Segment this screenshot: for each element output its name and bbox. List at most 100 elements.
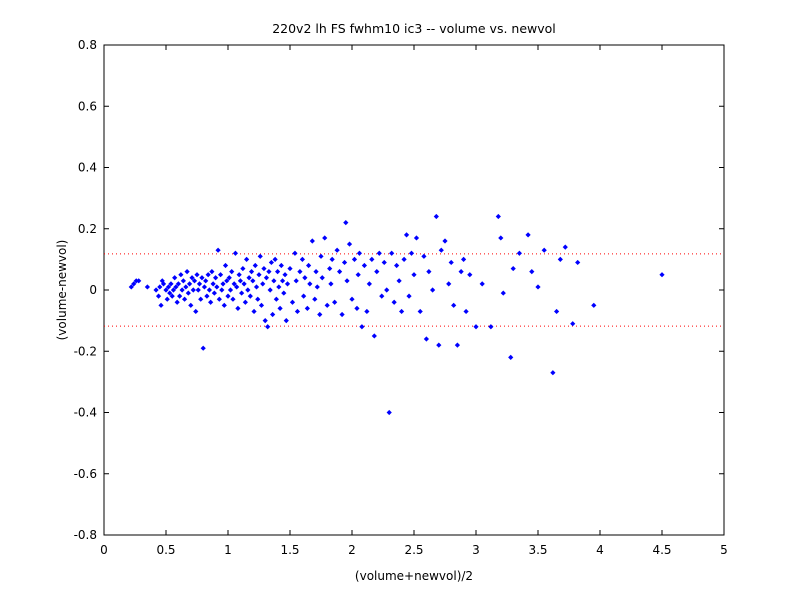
data-point [250, 278, 256, 284]
data-point [389, 250, 395, 256]
data-point [262, 318, 268, 324]
data-point [253, 284, 260, 290]
x-tick-label: 5 [720, 543, 728, 557]
y-tick-label: 0.6 [78, 99, 97, 113]
data-point [219, 287, 225, 293]
data-point [401, 256, 407, 262]
data-point [423, 336, 429, 342]
data-point [488, 324, 494, 330]
data-point [458, 269, 464, 275]
x-tick-label: 3.5 [528, 543, 547, 557]
data-point [244, 256, 250, 262]
x-tick-label: 0 [100, 543, 108, 557]
data-point [495, 213, 501, 220]
data-point [173, 284, 179, 290]
data-point [180, 278, 186, 284]
data-point [221, 302, 227, 308]
data-point [201, 284, 208, 290]
x-tick-label: 1 [224, 543, 232, 557]
data-point [327, 265, 333, 272]
data-point [245, 287, 251, 293]
data-point [186, 281, 193, 287]
data-point [306, 262, 312, 269]
data-point [417, 308, 423, 315]
data-point [366, 281, 372, 287]
data-point [189, 275, 195, 281]
data-point [191, 278, 198, 284]
data-point [222, 262, 229, 269]
data-point [183, 284, 189, 290]
data-point [257, 253, 263, 259]
data-point [376, 250, 382, 256]
data-point [273, 296, 279, 302]
data-point [266, 269, 272, 275]
data-point [237, 278, 243, 284]
data-point [170, 287, 177, 293]
y-tick-label: -0.8 [74, 528, 97, 542]
data-point [446, 281, 452, 287]
data-point [500, 290, 506, 296]
data-point [293, 278, 299, 284]
data-point [438, 247, 444, 253]
data-point [213, 275, 219, 281]
data-point [287, 265, 293, 272]
data-point [297, 269, 303, 275]
data-point [267, 287, 273, 293]
data-point [307, 281, 313, 287]
data-point [275, 269, 281, 275]
data-point [177, 293, 183, 299]
x-tick-label: 2.5 [404, 543, 423, 557]
data-point [214, 284, 220, 290]
data-point [203, 278, 209, 284]
data-point [160, 281, 167, 287]
data-point [272, 256, 278, 262]
data-point [232, 250, 239, 256]
data-point [430, 287, 436, 293]
x-tick-label: 4 [596, 543, 604, 557]
x-tick-label: 2 [348, 543, 356, 557]
data-point [234, 284, 240, 290]
data-point [454, 342, 460, 348]
data-point [208, 299, 214, 305]
x-tick-label: 1.5 [280, 543, 299, 557]
data-point [229, 269, 235, 275]
data-point [557, 256, 563, 262]
data-point [570, 321, 576, 327]
data-point [344, 278, 350, 284]
data-point [172, 275, 178, 281]
data-point [562, 244, 568, 250]
y-tick-label: 0.4 [78, 161, 97, 175]
x-axis-ticks: 0 0.5 1 1.5 2 2.5 3 3.5 4 4.5 5 [100, 45, 728, 557]
data-point [541, 247, 547, 253]
data-point [371, 333, 377, 339]
data-point [251, 308, 257, 315]
data-point [169, 293, 175, 299]
data-point [252, 262, 258, 269]
data-point [204, 293, 210, 299]
data-point [157, 284, 163, 290]
data-point [354, 305, 360, 311]
data-point [369, 256, 375, 262]
data-point [226, 275, 232, 281]
data-point [304, 305, 310, 311]
data-point [289, 299, 296, 305]
y-tick-label: 0.8 [78, 38, 97, 52]
data-point [312, 296, 318, 302]
data-point [211, 290, 217, 296]
data-point [277, 305, 283, 311]
data-point [131, 281, 137, 287]
data-point [349, 296, 355, 302]
data-point [182, 296, 188, 302]
data-point [309, 238, 315, 244]
data-point [283, 318, 289, 324]
data-point [174, 299, 180, 305]
data-point [184, 269, 190, 275]
data-point [128, 284, 134, 290]
data-point [535, 284, 541, 290]
data-point [413, 235, 420, 241]
data-point [199, 275, 205, 281]
data-point [364, 308, 370, 315]
reference-lines [104, 253, 724, 327]
y-tick-label: 0 [89, 283, 97, 297]
